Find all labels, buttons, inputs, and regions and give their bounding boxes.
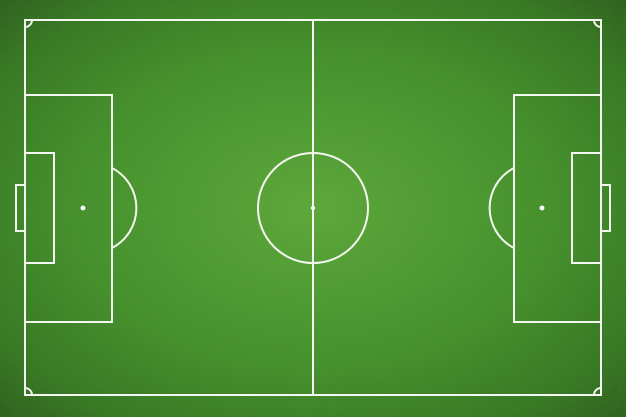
right-penalty-arc [488,167,515,249]
corner-arc-bottom-right [593,387,602,396]
corner-arc-top-left [24,19,33,28]
corner-arc-bottom-left [24,387,33,396]
right-penalty-spot [539,205,545,211]
left-penalty-spot [80,205,86,211]
right-goal [600,184,611,232]
left-penalty-arc [111,167,138,249]
centre-circle [257,152,369,264]
centre-spot [310,205,316,211]
corner-arc-top-right [593,19,602,28]
left-goal [15,184,26,232]
